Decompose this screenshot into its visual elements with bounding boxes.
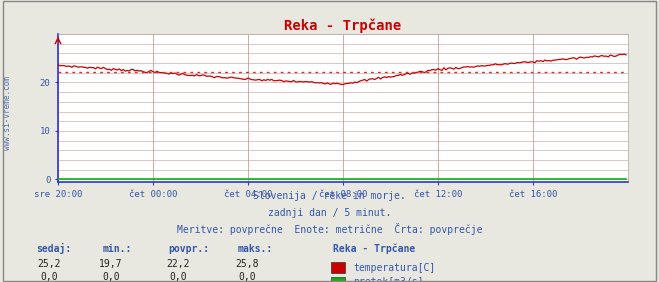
- Text: 19,7: 19,7: [99, 259, 123, 269]
- Title: Reka - Trpčane: Reka - Trpčane: [285, 18, 401, 33]
- Text: 25,8: 25,8: [235, 259, 259, 269]
- Text: Reka - Trpčane: Reka - Trpčane: [333, 244, 415, 254]
- Text: pretok[m3/s]: pretok[m3/s]: [353, 277, 424, 282]
- Text: 0,0: 0,0: [169, 272, 186, 282]
- Text: 0,0: 0,0: [41, 272, 58, 282]
- Text: maks.:: maks.:: [237, 244, 272, 254]
- Text: povpr.:: povpr.:: [168, 244, 209, 254]
- Text: sedaj:: sedaj:: [36, 243, 71, 254]
- Text: Slovenija / reke in morje.: Slovenija / reke in morje.: [253, 191, 406, 201]
- Text: 0,0: 0,0: [239, 272, 256, 282]
- Text: Meritve: povprečne  Enote: metrične  Črta: povprečje: Meritve: povprečne Enote: metrične Črta:…: [177, 223, 482, 235]
- Text: min.:: min.:: [102, 244, 132, 254]
- Text: www.si-vreme.com: www.si-vreme.com: [3, 76, 13, 150]
- Text: 0,0: 0,0: [102, 272, 119, 282]
- Text: 25,2: 25,2: [38, 259, 61, 269]
- Text: 22,2: 22,2: [166, 259, 190, 269]
- Text: temperatura[C]: temperatura[C]: [353, 263, 436, 273]
- Text: zadnji dan / 5 minut.: zadnji dan / 5 minut.: [268, 208, 391, 218]
